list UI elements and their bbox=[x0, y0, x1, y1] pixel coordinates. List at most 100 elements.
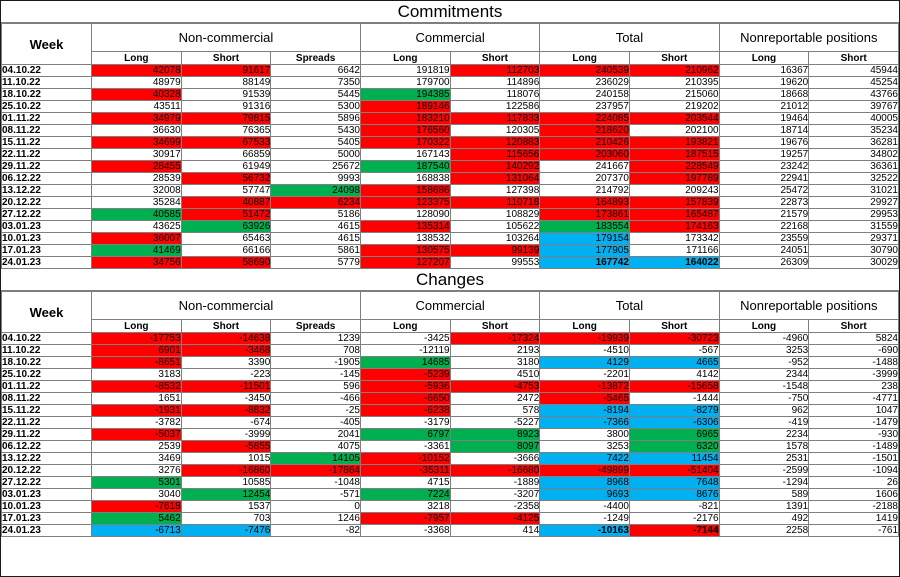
value-cell: 578 bbox=[449, 404, 541, 417]
value-cell: 12454 bbox=[180, 488, 272, 501]
value-cell: 135314 bbox=[359, 220, 451, 233]
value-cell: 6965 bbox=[628, 428, 720, 441]
value-cell: 24098 bbox=[270, 184, 361, 197]
value-cell: 228549 bbox=[628, 160, 720, 173]
value-cell: -13872 bbox=[539, 380, 630, 393]
value-cell: 130575 bbox=[359, 244, 451, 257]
table-row: 06.12.22 2539 -5855 4075 -3361 8097 3253 6320 15… bbox=[1, 440, 899, 453]
week-cell: 27.12.22 bbox=[1, 208, 92, 221]
week-cell: 01.11.22 bbox=[1, 380, 92, 393]
value-cell: 0 bbox=[270, 500, 361, 513]
value-cell: 708 bbox=[270, 344, 361, 357]
value-cell: -7957 bbox=[359, 512, 451, 525]
col-nr-short: Short bbox=[808, 51, 899, 65]
group-header-row: Week Non-commercial Commercial Total Non… bbox=[1, 23, 900, 65]
value-cell: -1931 bbox=[91, 404, 182, 417]
value-cell: 14685 bbox=[359, 356, 451, 369]
col-nc-short: Short bbox=[180, 51, 272, 65]
value-cell: 112703 bbox=[449, 64, 541, 77]
value-cell: -16860 bbox=[180, 464, 272, 477]
value-cell: 210395 bbox=[628, 76, 720, 89]
value-cell: -7476 bbox=[180, 524, 272, 537]
col-nc-long: Long bbox=[91, 319, 182, 333]
value-cell: 215060 bbox=[628, 88, 720, 101]
value-cell: 22168 bbox=[718, 220, 810, 233]
col-t-long: Long bbox=[539, 51, 630, 65]
week-cell: 10.01.23 bbox=[1, 232, 92, 245]
commitments-header: Week Non-commercial Commercial Total Non… bbox=[1, 23, 900, 65]
value-cell: 19257 bbox=[718, 148, 810, 161]
table-row: 04.10.22 42078 91617 6642 191819 112703 240539… bbox=[1, 64, 899, 77]
table-row: 22.11.22 -3782 -674 -405 -3179 -5227 -7366 -630… bbox=[1, 416, 899, 429]
value-cell: 40328 bbox=[91, 88, 182, 101]
changes-table: Week Non-commercial Commercial Total Non… bbox=[1, 291, 900, 537]
value-cell: 115656 bbox=[449, 148, 541, 161]
value-cell: 2258 bbox=[718, 524, 810, 537]
value-cell: 5000 bbox=[270, 148, 361, 161]
week-cell: 01.11.22 bbox=[1, 112, 92, 125]
group-commercial: Commercial bbox=[359, 23, 541, 52]
value-cell: 170322 bbox=[359, 136, 451, 149]
table-row: 25.10.22 3183 -223 -145 -5239 4510 -2201 4142 23… bbox=[1, 368, 899, 381]
week-cell: 13.12.22 bbox=[1, 452, 92, 465]
col-nc-spreads: Spreads bbox=[270, 319, 361, 333]
value-cell: 193821 bbox=[628, 136, 720, 149]
value-cell: 66859 bbox=[180, 148, 272, 161]
value-cell: 4615 bbox=[270, 220, 361, 233]
value-cell: 492 bbox=[718, 512, 810, 525]
value-cell: 26309 bbox=[718, 256, 810, 269]
group-nonreportable: Nonreportable positions bbox=[718, 23, 900, 52]
value-cell: -674 bbox=[180, 416, 272, 429]
commitments-table: Week Non-commercial Commercial Total Non… bbox=[1, 23, 900, 269]
value-cell: -690 bbox=[808, 344, 899, 357]
value-cell: 103264 bbox=[449, 232, 541, 245]
value-cell: 2041 bbox=[270, 428, 361, 441]
value-cell: 203544 bbox=[628, 112, 720, 125]
value-cell: 25472 bbox=[718, 184, 810, 197]
value-cell: 165487 bbox=[628, 208, 720, 221]
value-cell: 22941 bbox=[718, 172, 810, 185]
week-cell: 06.12.22 bbox=[1, 440, 92, 453]
value-cell: -82 bbox=[270, 524, 361, 537]
table-row: 04.10.22 -17753 -14638 1239 -3425 -17324 -1993… bbox=[1, 332, 899, 345]
table-row: 24.01.23 34756 58690 5779 127207 99553 167742 1… bbox=[1, 256, 899, 269]
value-cell: 91316 bbox=[180, 100, 272, 113]
value-cell: 35234 bbox=[808, 124, 899, 137]
table-row: 25.10.22 43511 91316 5300 189146 122586 237957… bbox=[1, 100, 899, 113]
value-cell: -3207 bbox=[449, 488, 541, 501]
value-cell: -1548 bbox=[718, 380, 810, 393]
col-c-short: Short bbox=[449, 51, 541, 65]
value-cell: -11501 bbox=[180, 380, 272, 393]
value-cell: 114896 bbox=[449, 76, 541, 89]
value-cell: -1094 bbox=[808, 464, 899, 477]
value-cell: 127398 bbox=[449, 184, 541, 197]
table-row: 08.11.22 1651 -3450 -466 -6650 2472 -5465 -1444… bbox=[1, 392, 899, 405]
table-row: 01.11.22 34979 79815 5896 183210 117833 224085… bbox=[1, 112, 899, 125]
value-cell: -8532 bbox=[91, 380, 182, 393]
week-cell: 15.11.22 bbox=[1, 404, 92, 417]
table-row: 11.10.22 6901 -3468 708 -12119 2193 -4510 -567 3… bbox=[1, 344, 899, 357]
value-cell: 1606 bbox=[808, 488, 899, 501]
value-cell: 2539 bbox=[91, 440, 182, 453]
value-cell: -14638 bbox=[180, 332, 272, 345]
value-cell: 6234 bbox=[270, 196, 361, 209]
value-cell: 21012 bbox=[718, 100, 810, 113]
value-cell: 5824 bbox=[808, 332, 899, 345]
value-cell: 39767 bbox=[808, 100, 899, 113]
value-cell: -1489 bbox=[808, 440, 899, 453]
value-cell: 164893 bbox=[539, 196, 630, 209]
value-cell: 158686 bbox=[359, 184, 451, 197]
table-row: 15.11.22 -1931 -8832 -25 -6238 578 -8194 -8279 9… bbox=[1, 404, 899, 417]
value-cell: 4129 bbox=[539, 356, 630, 369]
table-row: 20.12.22 35284 40887 6234 123375 110718 164893… bbox=[1, 196, 899, 209]
value-cell: 36630 bbox=[91, 124, 182, 137]
group-header-row: Week Non-commercial Commercial Total Non… bbox=[1, 291, 900, 333]
value-cell: 3390 bbox=[180, 356, 272, 369]
week-cell: 29.11.22 bbox=[1, 428, 92, 441]
value-cell: -821 bbox=[628, 500, 720, 513]
value-cell: -1249 bbox=[539, 512, 630, 525]
value-cell: 224085 bbox=[539, 112, 630, 125]
value-cell: 3253 bbox=[539, 440, 630, 453]
value-cell: 8923 bbox=[449, 428, 541, 441]
col-t-long: Long bbox=[539, 319, 630, 333]
